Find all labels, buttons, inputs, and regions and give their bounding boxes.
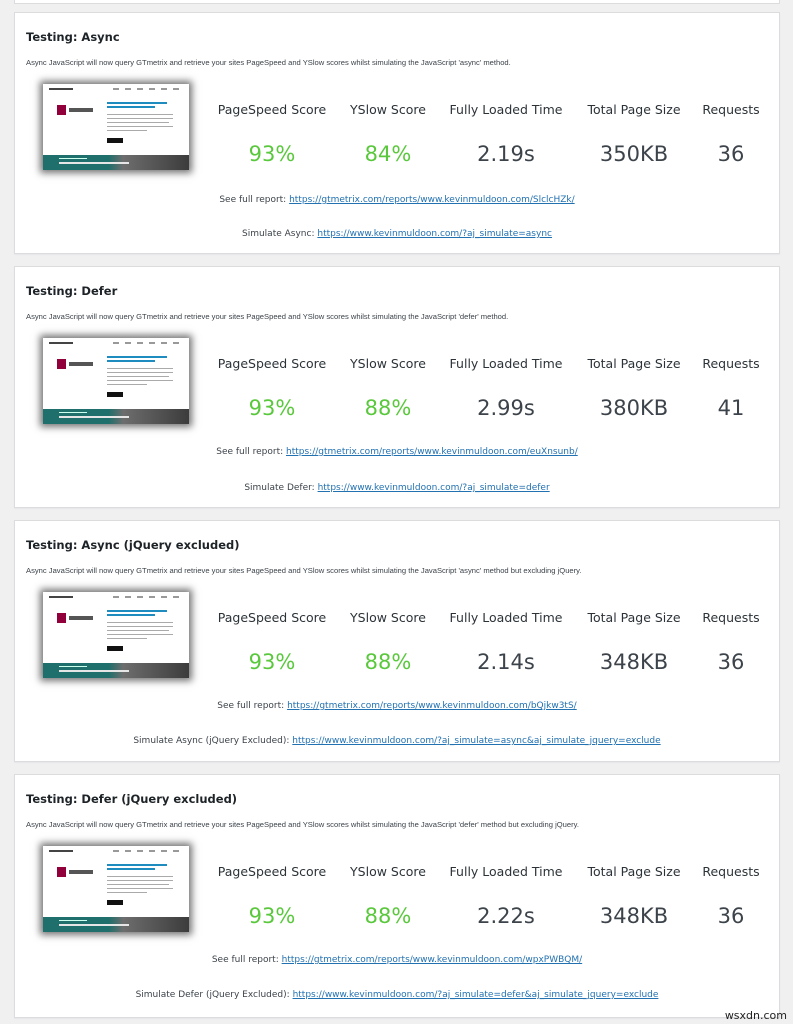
loaded-time-label: Fully Loaded Time xyxy=(449,356,563,371)
card-description: Async JavaScript will now query GTmetrix… xyxy=(26,566,582,575)
card-description: Async JavaScript will now query GTmetrix… xyxy=(26,312,509,321)
elementor-logo-icon xyxy=(57,105,66,115)
website-thumbnail xyxy=(43,84,189,170)
report-label: See full report: xyxy=(211,955,279,965)
requests-value: 36 xyxy=(717,142,745,166)
test-card-defer: Testing: Defer Async JavaScript will now… xyxy=(14,266,780,508)
website-thumbnail xyxy=(43,338,189,424)
requests-label: Requests xyxy=(702,102,760,117)
card-description: Async JavaScript will now query GTmetrix… xyxy=(26,820,579,829)
loaded-time-value: 2.14s xyxy=(477,650,535,674)
page-size-label: Total Page Size xyxy=(587,102,681,117)
requests-label: Requests xyxy=(702,610,760,625)
page-size-value: 348KB xyxy=(599,904,669,928)
simulate-link[interactable]: https://www.kevinmuldoon.com/?aj_simulat… xyxy=(292,736,661,746)
page-size-value: 380KB xyxy=(599,396,669,420)
yslow-label: YSlow Score xyxy=(350,356,426,371)
loaded-time-value: 2.99s xyxy=(477,396,535,420)
full-report-row: See full report: https://gtmetrix.com/re… xyxy=(15,701,779,711)
pagespeed-score: 93% xyxy=(248,904,296,928)
page-size-value: 348KB xyxy=(599,650,669,674)
requests-value: 36 xyxy=(717,650,745,674)
simulate-link[interactable]: https://www.kevinmuldoon.com/?aj_simulat… xyxy=(292,990,659,1000)
yslow-label: YSlow Score xyxy=(350,102,426,117)
elementor-logo-icon xyxy=(57,359,66,369)
card-title: Testing: Async (jQuery excluded) xyxy=(26,538,240,552)
full-report-row: See full report: https://gtmetrix.com/re… xyxy=(15,447,779,457)
report-label: See full report: xyxy=(216,447,284,457)
simulate-link[interactable]: https://www.kevinmuldoon.com/?aj_simulat… xyxy=(317,229,552,239)
yslow-label: YSlow Score xyxy=(350,864,426,879)
pagespeed-label: PageSpeed Score xyxy=(217,356,327,371)
previous-card-edge xyxy=(14,0,780,4)
test-card-defer-jquery-excluded: Testing: Defer (jQuery excluded) Async J… xyxy=(14,774,780,1018)
requests-value: 41 xyxy=(717,396,745,420)
yslow-label: YSlow Score xyxy=(350,610,426,625)
loaded-time-label: Fully Loaded Time xyxy=(449,864,563,879)
loaded-time-label: Fully Loaded Time xyxy=(449,102,563,117)
page-size-label: Total Page Size xyxy=(587,610,681,625)
test-card-async-jquery-excluded: Testing: Async (jQuery excluded) Async J… xyxy=(14,520,780,762)
report-link[interactable]: https://gtmetrix.com/reports/www.kevinmu… xyxy=(289,195,575,205)
requests-label: Requests xyxy=(702,864,760,879)
website-thumbnail xyxy=(43,592,189,678)
yslow-score: 88% xyxy=(364,650,412,674)
requests-label: Requests xyxy=(702,356,760,371)
simulate-row: Simulate Async: https://www.kevinmuldoon… xyxy=(15,229,779,239)
yslow-score: 88% xyxy=(364,904,412,928)
card-title: Testing: Defer (jQuery excluded) xyxy=(26,792,238,806)
pagespeed-label: PageSpeed Score xyxy=(217,610,327,625)
yslow-score: 88% xyxy=(364,396,412,420)
simulate-row: Simulate Defer (jQuery Excluded): https:… xyxy=(15,990,779,1000)
loaded-time-label: Fully Loaded Time xyxy=(449,610,563,625)
test-card-async: Testing: Async Async JavaScript will now… xyxy=(14,12,780,254)
card-description: Async JavaScript will now query GTmetrix… xyxy=(26,58,511,67)
simulate-row: Simulate Defer: https://www.kevinmuldoon… xyxy=(15,483,779,493)
elementor-logo-icon xyxy=(57,613,66,623)
report-label: See full report: xyxy=(217,701,285,711)
pagespeed-label: PageSpeed Score xyxy=(217,864,327,879)
loaded-time-value: 2.22s xyxy=(477,904,535,928)
yslow-score: 84% xyxy=(364,142,412,166)
simulate-label: Simulate Defer (jQuery Excluded): xyxy=(135,990,290,1000)
pagespeed-score: 93% xyxy=(248,396,296,420)
pagespeed-label: PageSpeed Score xyxy=(217,102,327,117)
watermark: wsxdn.com xyxy=(724,1009,787,1022)
page-size-label: Total Page Size xyxy=(587,356,681,371)
full-report-row: See full report: https://gtmetrix.com/re… xyxy=(15,195,779,205)
report-label: See full report: xyxy=(219,195,287,205)
card-title: Testing: Defer xyxy=(26,284,118,298)
simulate-label: Simulate Defer: xyxy=(244,483,315,493)
simulate-row: Simulate Async (jQuery Excluded): https:… xyxy=(15,736,779,746)
page-size-label: Total Page Size xyxy=(587,864,681,879)
elementor-logo-icon xyxy=(57,867,66,877)
requests-value: 36 xyxy=(717,904,745,928)
full-report-row: See full report: https://gtmetrix.com/re… xyxy=(15,955,779,965)
report-link[interactable]: https://gtmetrix.com/reports/www.kevinmu… xyxy=(286,447,578,457)
website-thumbnail xyxy=(43,846,189,932)
report-link[interactable]: https://gtmetrix.com/reports/www.kevinmu… xyxy=(287,701,577,711)
pagespeed-score: 93% xyxy=(248,142,296,166)
report-link[interactable]: https://gtmetrix.com/reports/www.kevinmu… xyxy=(281,955,583,965)
pagespeed-score: 93% xyxy=(248,650,296,674)
page-size-value: 350KB xyxy=(599,142,669,166)
card-title: Testing: Async xyxy=(26,30,120,44)
simulate-label: Simulate Async: xyxy=(242,229,315,239)
simulate-link[interactable]: https://www.kevinmuldoon.com/?aj_simulat… xyxy=(317,483,550,493)
simulate-label: Simulate Async (jQuery Excluded): xyxy=(133,736,290,746)
loaded-time-value: 2.19s xyxy=(477,142,535,166)
